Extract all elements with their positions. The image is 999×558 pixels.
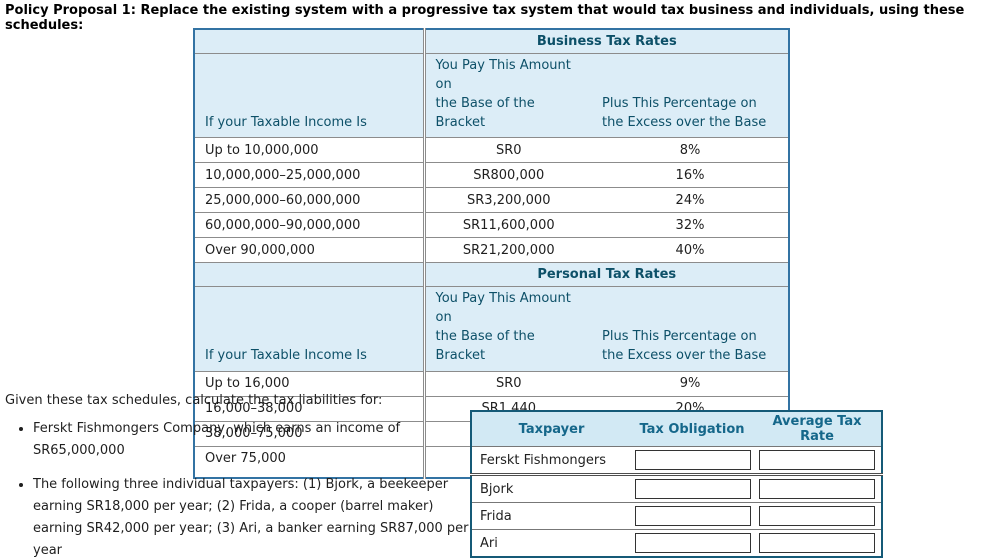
- personal-section-title: Personal Tax Rates: [424, 262, 790, 287]
- average-tax-rate-input[interactable]: [759, 450, 875, 470]
- income-range-cell: 38,000–75,000: [194, 420, 426, 447]
- personal-bracket-row: Up to 16,000 SR0 9%: [194, 370, 790, 397]
- instructions-lead: Given these tax schedules, calculate the…: [5, 393, 383, 408]
- cell: [631, 529, 753, 557]
- excess-percent-cell: 32%: [592, 212, 790, 238]
- taxpayer-name: Ari: [471, 529, 631, 557]
- base-amount-column-header: You Pay This Amount on the Base of the B…: [424, 52, 592, 138]
- business-bracket-row: Over 90,000,000 SR21,200,000 40%: [194, 237, 790, 263]
- answer-row-ferskt-fishmongers: Ferskt Fishmongers: [471, 446, 882, 475]
- income-range-cell: Over 90,000,000: [194, 237, 426, 263]
- base-amount-cell: SR800,000: [424, 162, 592, 188]
- income-column-header: If your Taxable Income Is: [194, 52, 426, 138]
- income-range-cell: 16,000–38,000: [194, 395, 426, 422]
- business-bracket-row: 25,000,000–60,000,000 SR3,200,000 24%: [194, 187, 790, 213]
- cell: [631, 473, 753, 503]
- income-range-cell: Up to 10,000,000: [194, 137, 426, 163]
- business-section-title: Business Tax Rates: [424, 29, 790, 54]
- average-tax-rate-input[interactable]: [759, 506, 875, 526]
- taxpayer-name: Ferskt Fishmongers: [471, 446, 631, 475]
- income-range-cell: 25,000,000–60,000,000: [194, 187, 426, 213]
- cell: [753, 502, 882, 530]
- tax-obligation-input[interactable]: [635, 479, 751, 499]
- taxpayer-name: Frida: [471, 502, 631, 530]
- tax-schedule-table: Business Tax Rates If your Taxable Incom…: [193, 28, 791, 479]
- income-range-cell: Up to 16,000: [194, 370, 426, 397]
- average-tax-rate-column-header: Average Tax Rate: [753, 411, 882, 447]
- personal-header-row: If your Taxable Income Is You Pay This A…: [194, 286, 790, 372]
- income-range-cell: 10,000,000–25,000,000: [194, 162, 426, 188]
- excess-percent-cell: 24%: [592, 187, 790, 213]
- answer-row-bjork: Bjork: [471, 473, 882, 503]
- cell: [753, 529, 882, 557]
- answer-table: Taxpayer Tax Obligation Average Tax Rate…: [470, 410, 883, 558]
- tax-obligation-column-header: Tax Obligation: [631, 411, 753, 447]
- business-bracket-row: 10,000,000–25,000,000 SR800,000 16%: [194, 162, 790, 188]
- excess-percent-cell: 40%: [592, 237, 790, 263]
- list-item-company: Ferskt Fishmongers Company, which earns …: [33, 418, 471, 462]
- income-column-header: If your Taxable Income Is: [194, 286, 426, 372]
- business-bracket-row: Up to 10,000,000 SR0 8%: [194, 137, 790, 163]
- cell: [631, 502, 753, 530]
- excess-percent-cell: 8%: [592, 137, 790, 163]
- average-tax-rate-input[interactable]: [759, 479, 875, 499]
- tax-obligation-input[interactable]: [635, 533, 751, 553]
- page-title: Policy Proposal 1: Replace the existing …: [5, 3, 965, 33]
- tax-obligation-input[interactable]: [635, 506, 751, 526]
- base-amount-cell: SR0: [424, 370, 592, 397]
- answer-row-ari: Ari: [471, 529, 882, 557]
- business-section-row: Business Tax Rates: [194, 29, 790, 54]
- income-range-cell: Over 75,000: [194, 445, 426, 478]
- income-range-cell: 60,000,000–90,000,000: [194, 212, 426, 238]
- taxpayer-column-header: Taxpayer: [471, 411, 631, 447]
- excess-percent-column-header: Plus This Percentage on the Excess over …: [592, 52, 790, 138]
- taxpayer-list: Ferskt Fishmongers Company, which earns …: [5, 418, 471, 558]
- base-amount-cell: SR3,200,000: [424, 187, 592, 213]
- empty-corner-cell: [194, 262, 426, 287]
- excess-percent-column-header: Plus This Percentage on the Excess over …: [592, 286, 790, 372]
- excess-percent-cell: 9%: [592, 370, 790, 397]
- personal-section-row: Personal Tax Rates: [194, 262, 790, 287]
- answer-row-frida: Frida: [471, 502, 882, 530]
- base-amount-cell: SR0: [424, 137, 592, 163]
- base-amount-column-header: You Pay This Amount on the Base of the B…: [424, 286, 592, 372]
- base-amount-cell: SR11,600,000: [424, 212, 592, 238]
- base-amount-cell: SR21,200,000: [424, 237, 592, 263]
- average-tax-rate-input[interactable]: [759, 533, 875, 553]
- cell: [631, 446, 753, 475]
- tax-obligation-input[interactable]: [635, 450, 751, 470]
- cell: [753, 446, 882, 475]
- list-item-individuals: The following three individual taxpayers…: [33, 474, 471, 558]
- excess-percent-cell: 16%: [592, 162, 790, 188]
- empty-corner-cell: [194, 29, 426, 54]
- cell: [753, 473, 882, 503]
- business-header-row: If your Taxable Income Is You Pay This A…: [194, 52, 790, 138]
- taxpayer-name: Bjork: [471, 473, 631, 503]
- answer-header-row: Taxpayer Tax Obligation Average Tax Rate: [471, 411, 882, 447]
- business-bracket-row: 60,000,000–90,000,000 SR11,600,000 32%: [194, 212, 790, 238]
